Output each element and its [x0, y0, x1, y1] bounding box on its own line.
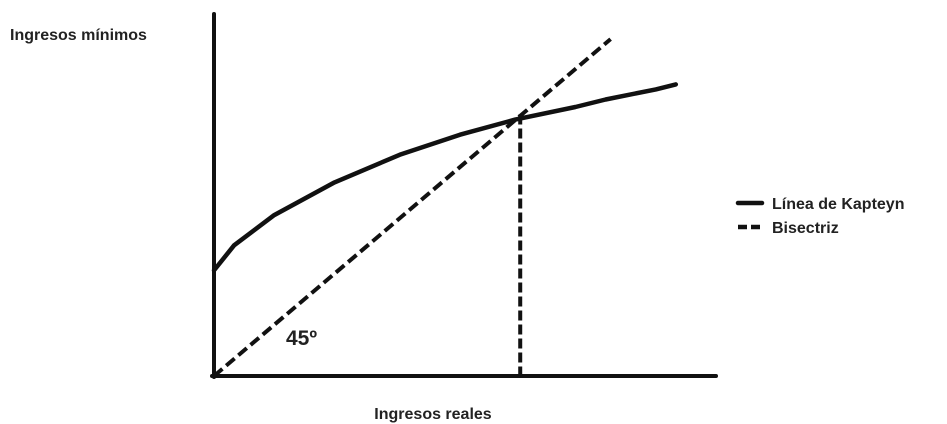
- legend: Línea de Kapteyn Bisectriz: [735, 196, 904, 237]
- legend-item-bisectriz: Bisectriz: [738, 220, 839, 237]
- series: [211, 37, 679, 378]
- labels: Ingresos mínimos Ingresos reales 45º: [10, 27, 492, 423]
- x-axis-label: Ingresos reales: [374, 406, 492, 423]
- angle-annotation: 45º: [286, 327, 317, 350]
- series-line-bisectriz: [212, 37, 612, 378]
- axes: [210, 12, 718, 379]
- y-axis-label: Ingresos mínimos: [10, 27, 147, 44]
- legend-label-bisectriz: Bisectriz: [772, 220, 839, 237]
- legend-item-kapteyn: Línea de Kapteyn: [735, 196, 904, 213]
- legend-label-kapteyn: Línea de Kapteyn: [772, 196, 904, 213]
- series-line-kapteyn: [211, 82, 679, 273]
